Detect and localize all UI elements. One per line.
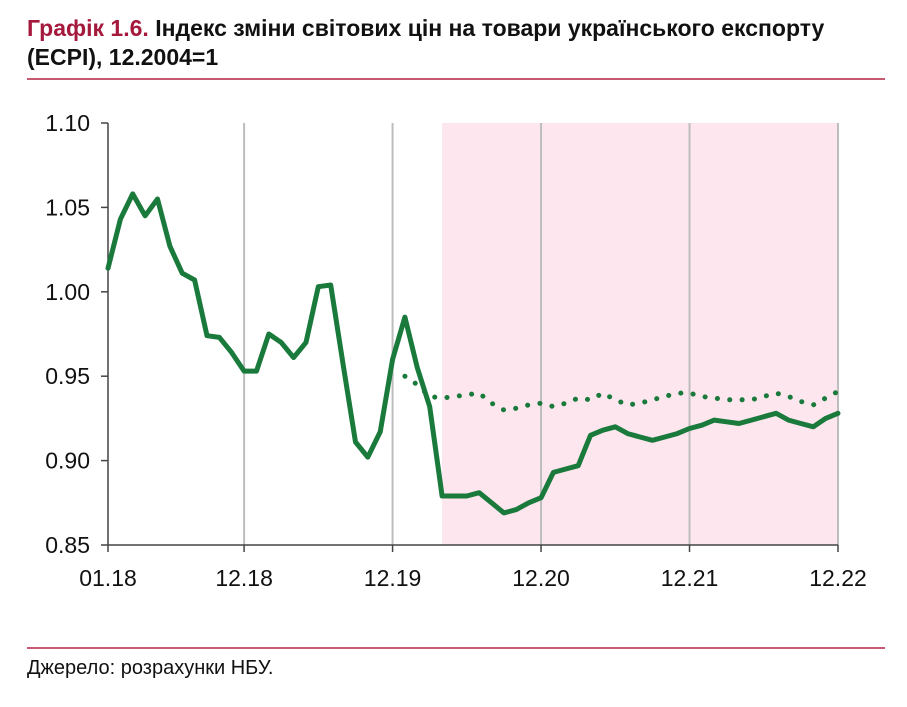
forecast-shaded-region bbox=[442, 123, 838, 545]
y-tick-label: 1.10 bbox=[45, 110, 90, 136]
series-layer bbox=[105, 191, 841, 516]
y-tick-label: 0.85 bbox=[45, 532, 90, 558]
series-line-solid bbox=[105, 191, 841, 516]
y-tick-label: 1.05 bbox=[45, 194, 90, 220]
y-tick-label: 0.90 bbox=[45, 448, 90, 474]
y-tick-label: 0.95 bbox=[45, 363, 90, 389]
series-line-dotted bbox=[402, 373, 841, 413]
source-divider bbox=[27, 647, 885, 649]
x-tick-label: 12.22 bbox=[809, 565, 867, 591]
x-tick-label: 01.18 bbox=[79, 565, 137, 591]
y-tick-label: 1.00 bbox=[45, 279, 90, 305]
title-divider bbox=[27, 78, 885, 80]
grid-layer bbox=[243, 123, 839, 545]
source-note: Джерело: розрахунки НБУ. bbox=[27, 657, 274, 679]
chart-title: Графік 1.6. Індекс зміни світових цін на… bbox=[27, 14, 887, 72]
tick-label-layer: 01.18 12.18 12.19 12.20 12.21 12.22 0.85 0.90 0.… bbox=[45, 110, 867, 591]
axis-layer bbox=[101, 122, 839, 552]
chart-title-text: Індекс зміни світових цін на товари укра… bbox=[27, 15, 825, 70]
x-tick-label: 12.18 bbox=[215, 565, 273, 591]
forecast-shade-layer bbox=[442, 123, 838, 545]
x-tick-label: 12.20 bbox=[512, 565, 570, 591]
chart-title-label: Графік 1.6. bbox=[27, 15, 149, 41]
line-chart: 01.18 12.18 12.19 12.20 12.21 12.22 0.85 0.90 0.… bbox=[45, 110, 867, 591]
x-tick-label: 12.21 bbox=[661, 565, 719, 591]
x-tick-label: 12.19 bbox=[364, 565, 422, 591]
